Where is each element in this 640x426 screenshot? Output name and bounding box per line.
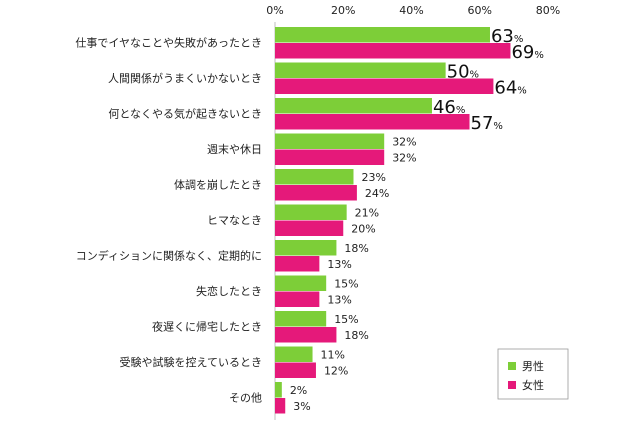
data-label: 32%: [392, 151, 416, 164]
data-label: 11%: [321, 348, 345, 361]
bar-female: [275, 362, 316, 378]
data-label: 64%: [494, 77, 526, 98]
x-tick-label: 20%: [331, 4, 355, 17]
legend-box: [497, 348, 569, 400]
category-label: ヒマなとき: [207, 214, 262, 227]
legend-label-male: 男性: [522, 359, 544, 373]
bar-female: [275, 256, 320, 272]
bar-female: [275, 185, 357, 201]
data-label: 15%: [334, 313, 358, 326]
category-label: 夜遅くに帰宅したとき: [152, 320, 262, 334]
data-label: 23%: [361, 171, 385, 184]
category-label: 仕事でイヤなことや失敗があったとき: [75, 36, 262, 50]
bar-male: [275, 311, 327, 327]
bar-female: [275, 327, 337, 343]
category-label: 人間関係がうまくいかないとき: [108, 71, 262, 85]
legend-label-female: 女性: [522, 378, 544, 392]
data-label: 69%: [511, 42, 543, 63]
bar-male: [275, 98, 432, 114]
bar-female: [275, 149, 385, 165]
category-labels: 仕事でイヤなことや失敗があったとき人間関係がうまくいかないとき何となくやる気が起…: [75, 36, 262, 405]
bar-female: [275, 43, 511, 59]
data-label: 21%: [355, 206, 379, 219]
data-label: 18%: [344, 242, 368, 255]
data-label: 18%: [344, 329, 368, 342]
category-label: コンディションに関係なく、定期的に: [76, 249, 262, 263]
bar-male: [275, 133, 385, 149]
category-label: 週末や休日: [207, 142, 262, 156]
data-label: 15%: [334, 277, 358, 290]
x-tick-label: 60%: [468, 4, 492, 17]
data-label: 50%: [447, 61, 479, 82]
data-label: 57%: [471, 113, 503, 134]
category-label: 何となくやる気が起きないとき: [108, 107, 262, 121]
data-label: 13%: [327, 293, 351, 306]
category-label: 失恋したとき: [196, 284, 262, 298]
bar-female: [275, 291, 320, 307]
category-label: 体調を崩したとき: [174, 178, 262, 192]
bar-male: [275, 204, 347, 220]
x-tick-label: 80%: [536, 4, 560, 17]
bar-male: [275, 346, 313, 362]
bar-male: [275, 240, 337, 256]
x-tick-label: 40%: [399, 4, 423, 17]
data-label: 3%: [293, 400, 310, 413]
legend-swatch-female: [508, 381, 516, 389]
bar-female: [275, 114, 470, 130]
bar-male: [275, 169, 354, 185]
category-label: 受験や試験を控えているとき: [120, 355, 262, 369]
data-label: 32%: [392, 135, 416, 148]
legend: 男性 女性: [497, 348, 569, 400]
bars: [275, 27, 511, 414]
bar-male: [275, 27, 490, 43]
legend-swatch-male: [508, 362, 516, 370]
data-label: 63%: [491, 26, 523, 47]
data-label: 2%: [290, 384, 307, 397]
data-label: 12%: [324, 364, 348, 377]
data-label: 13%: [327, 258, 351, 271]
data-label: 20%: [351, 222, 375, 235]
bar-female: [275, 78, 494, 94]
data-label: 24%: [365, 187, 389, 200]
x-tick-label: 0%: [266, 4, 283, 17]
bar-female: [275, 398, 286, 414]
bar-male: [275, 275, 327, 291]
data-label: 46%: [433, 97, 465, 118]
category-label: その他: [229, 392, 262, 405]
value-labels: 63%69% 50% 64% 46% 57% 32% 32% 23% 24% 21% 20% 18% 1…: [290, 26, 544, 413]
bar-male: [275, 382, 282, 398]
bar-male: [275, 62, 446, 78]
bar-female: [275, 220, 344, 236]
